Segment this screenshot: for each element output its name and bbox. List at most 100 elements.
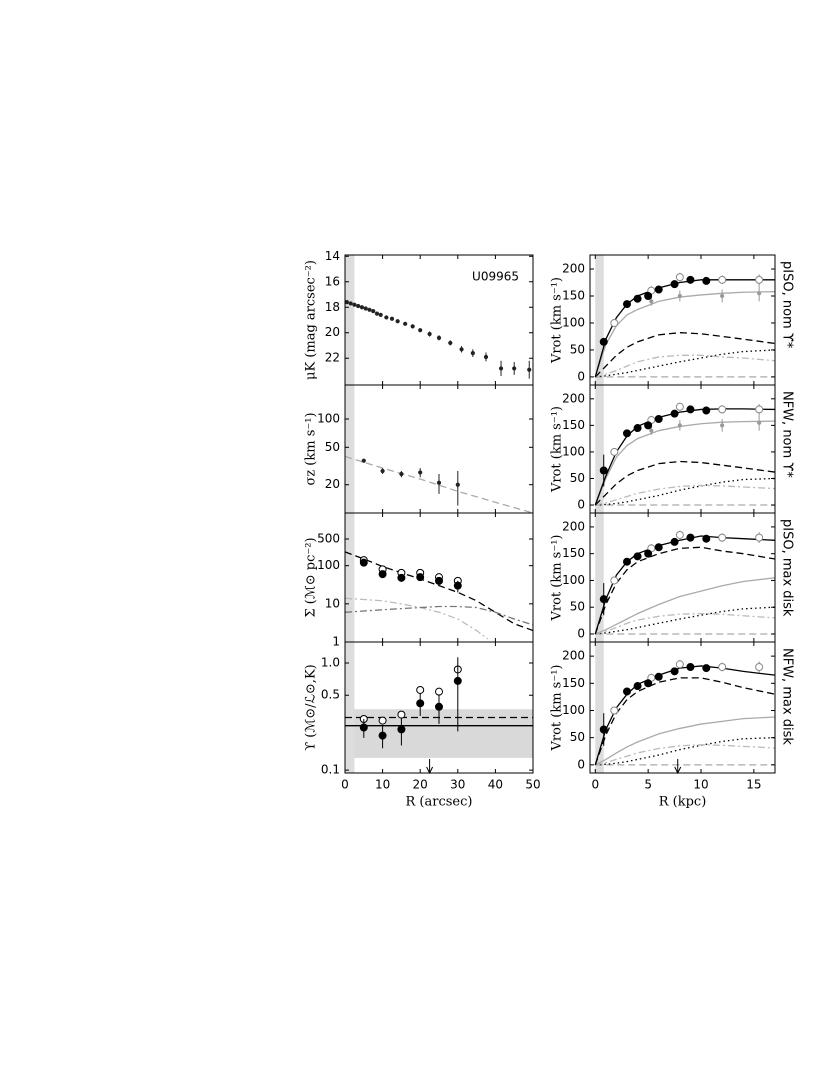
y-tick-label: 22 xyxy=(325,351,340,365)
x-tick-label: 10 xyxy=(375,778,390,792)
data-point xyxy=(359,723,368,732)
data-point xyxy=(677,423,682,428)
data-point xyxy=(686,405,695,414)
data-point xyxy=(427,331,432,337)
x-tick-label: 15 xyxy=(746,778,761,792)
y-tick-label: 100 xyxy=(562,315,585,329)
data-point xyxy=(397,710,406,719)
y-tick-label: 100 xyxy=(562,703,585,717)
beam-band xyxy=(595,255,604,385)
series-line xyxy=(594,677,775,766)
data-point xyxy=(397,573,406,582)
data-point xyxy=(644,291,653,300)
plot-area xyxy=(345,513,533,642)
y-axis-label: ϒ (ℳ⊙/ℒ⊙,K) xyxy=(304,664,319,750)
data-point xyxy=(599,337,608,346)
data-point xyxy=(633,294,642,303)
data-point xyxy=(483,354,489,360)
y-tick-label: 16 xyxy=(325,274,340,288)
data-point xyxy=(675,660,684,669)
data-point xyxy=(359,558,368,567)
y-tick-label: 0 xyxy=(577,498,585,512)
annotation: U09965 xyxy=(472,270,519,284)
data-point xyxy=(418,328,423,333)
data-point xyxy=(610,576,619,585)
beam-band xyxy=(345,642,355,773)
beam-band xyxy=(595,385,604,513)
beam-band xyxy=(595,642,604,773)
data-point xyxy=(675,402,684,411)
data-point xyxy=(345,300,349,305)
y-axis-label: Vrot (km s⁻¹) xyxy=(550,406,565,493)
y-tick-label: 0 xyxy=(577,369,585,383)
arrow xyxy=(674,759,682,775)
data-point xyxy=(378,312,383,318)
data-point xyxy=(435,576,443,585)
data-point xyxy=(397,725,406,734)
data-point xyxy=(610,706,619,715)
x-axis-label: R (kpc) xyxy=(659,795,707,810)
data-point xyxy=(395,319,400,324)
data-point xyxy=(757,291,762,296)
beam-band xyxy=(345,513,355,642)
y-tick-label: 18 xyxy=(325,300,340,314)
data-point xyxy=(702,276,711,285)
series-line xyxy=(595,612,775,635)
data-point xyxy=(512,366,517,371)
series-line xyxy=(595,484,775,506)
data-point xyxy=(718,663,727,672)
data-point xyxy=(403,321,408,326)
data-point xyxy=(644,549,653,558)
y-tick-label: 500 xyxy=(317,531,340,545)
y-tick-label: 50 xyxy=(570,471,585,485)
y-tick-label: 14 xyxy=(325,249,340,263)
data-point xyxy=(389,316,395,321)
data-point xyxy=(702,534,711,543)
data-point xyxy=(436,335,442,340)
y-axis-label: Vrot (km s⁻¹) xyxy=(550,534,565,621)
data-point xyxy=(654,672,663,681)
data-point xyxy=(720,423,725,428)
series-line xyxy=(595,744,775,766)
data-point xyxy=(649,428,654,433)
series-line xyxy=(594,408,775,506)
y-tick-label: 1 xyxy=(332,635,340,649)
axes-frame xyxy=(344,641,534,774)
data-point xyxy=(378,716,387,725)
y-tick-label: 200 xyxy=(562,519,585,533)
series-line xyxy=(594,460,775,506)
data-point xyxy=(670,280,679,289)
data-point xyxy=(654,543,663,552)
data-point xyxy=(378,570,387,579)
data-point xyxy=(599,725,608,734)
data-point xyxy=(755,275,764,284)
data-point xyxy=(453,581,462,590)
y-tick-label: 0.5 xyxy=(321,688,340,702)
x-tick-label: 10 xyxy=(693,778,708,792)
series-line xyxy=(345,597,489,640)
data-point xyxy=(416,699,425,708)
y-tick-label: 100 xyxy=(317,412,340,426)
data-point xyxy=(453,676,462,685)
data-point xyxy=(610,447,619,456)
data-point xyxy=(654,285,663,294)
data-point xyxy=(686,275,695,284)
data-point xyxy=(623,687,631,696)
series-line xyxy=(595,606,775,635)
data-point xyxy=(686,663,695,672)
beam-band xyxy=(595,513,604,642)
beam-band xyxy=(345,385,355,513)
x-axis-label: R (arcsec) xyxy=(406,795,473,810)
data-point xyxy=(498,366,504,371)
data-point xyxy=(599,595,608,604)
data-point xyxy=(670,667,679,676)
plot-area xyxy=(594,513,775,642)
panel: 0.1 0.5 1.0 0 10 20 30 40 50 ϒ (ℳ⊙/ℒ⊙,K) R (arcsec… xyxy=(304,641,541,810)
y-tick-label: 200 xyxy=(562,262,585,276)
y-tick-label: 150 xyxy=(562,418,585,432)
panel-label: pISO, max disk xyxy=(780,519,795,617)
data-point xyxy=(633,552,642,561)
